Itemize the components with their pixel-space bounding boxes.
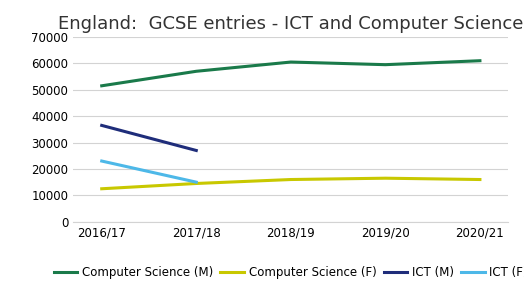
Computer Science (F) [99,187,105,191]
ICT (M) [193,149,200,152]
Line: Computer Science (F): Computer Science (F) [102,178,480,189]
Computer Science (F) [193,182,200,185]
Line: ICT (F): ICT (F) [102,161,196,182]
Computer Science (M) [99,84,105,88]
Computer Science (F) [477,178,483,181]
Computer Science (M) [477,59,483,63]
Line: Computer Science (M): Computer Science (M) [102,61,480,86]
Computer Science (F) [288,178,294,181]
ICT (F) [99,159,105,163]
Line: ICT (M): ICT (M) [102,125,196,151]
Title: England:  GCSE entries - ICT and Computer Science: England: GCSE entries - ICT and Computer… [58,14,523,33]
Computer Science (M) [382,63,388,67]
ICT (M) [99,124,105,127]
ICT (F) [193,180,200,184]
Legend: Computer Science (M), Computer Science (F), ICT (M), ICT (F): Computer Science (M), Computer Science (… [49,261,524,283]
Computer Science (M) [193,69,200,73]
Computer Science (F) [382,176,388,180]
Computer Science (M) [288,60,294,64]
